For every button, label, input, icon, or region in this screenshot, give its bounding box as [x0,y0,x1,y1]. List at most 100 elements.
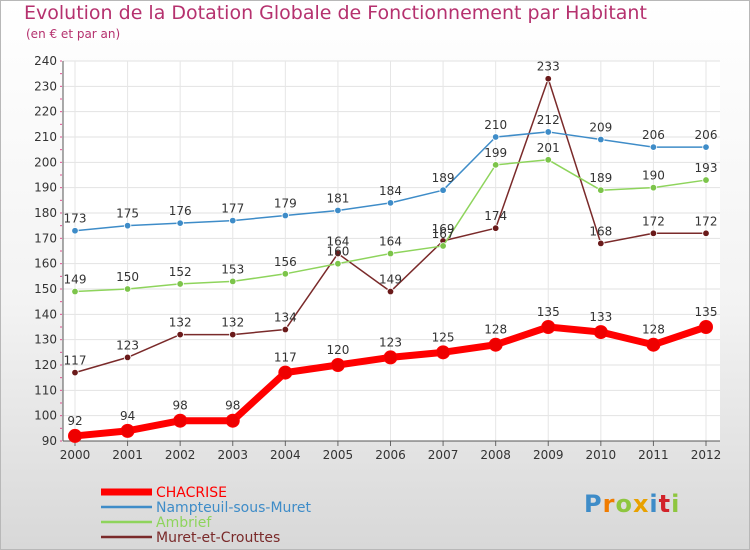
data-label: 172 [695,214,718,228]
y-tick-label: 200 [34,155,57,169]
data-point [647,338,660,351]
data-label: 179 [274,197,297,211]
logo-letter: i [671,490,680,518]
data-point [703,144,710,151]
logo-letter: r [603,490,616,518]
data-point [177,281,184,288]
data-point [545,75,552,82]
y-tick-label: 220 [34,105,57,119]
data-point [229,217,236,224]
data-point [177,220,184,227]
x-tick-label: 2000 [60,448,91,462]
y-tick-label: 160 [34,257,57,271]
data-point [492,225,499,232]
data-label: 173 [64,212,87,226]
data-point [226,414,239,427]
legend-label: Muret-et-Crouttes [156,530,280,546]
x-tick-label: 2007 [428,448,459,462]
x-tick-label: 2006 [375,448,406,462]
data-label: 174 [484,209,507,223]
data-label: 98 [225,399,240,413]
data-point [335,260,342,267]
data-label: 175 [116,207,139,221]
y-tick-label: 170 [34,231,57,245]
data-point [279,366,292,379]
x-tick-label: 2010 [586,448,617,462]
logo-letter: o [615,490,633,518]
data-label: 172 [642,214,665,228]
x-tick-label: 2002 [165,448,196,462]
data-label: 92 [67,414,82,428]
data-label: 199 [484,146,507,160]
y-tick-label: 230 [34,79,57,93]
legend-label: Ambrief [156,515,212,531]
data-label: 98 [173,399,188,413]
x-tick-label: 2005 [323,448,354,462]
data-label: 150 [116,270,139,284]
data-point [594,326,607,339]
data-label: 177 [221,202,244,216]
x-tick-label: 2008 [480,448,511,462]
data-label: 168 [589,224,612,238]
data-point [703,230,710,237]
data-point [229,331,236,338]
data-label: 176 [169,204,192,218]
data-point [124,354,131,361]
data-point [384,351,397,364]
data-point [489,338,502,351]
data-label: 94 [120,409,135,423]
y-tick-label: 180 [34,206,57,220]
data-point [700,321,713,334]
data-point [69,429,82,442]
data-label: 164 [379,235,402,249]
data-point [72,227,79,234]
data-label: 149 [379,273,402,287]
data-label: 125 [432,330,455,344]
data-point [545,129,552,136]
data-point [124,286,131,293]
data-point [598,240,605,247]
data-point [703,177,710,184]
data-point [598,136,605,143]
proxiti-logo: Proxiti [584,490,680,518]
legend-label: Nampteuil-sous-Muret [156,500,311,516]
data-point [650,144,657,151]
data-point [492,162,499,169]
data-label: 206 [695,128,718,142]
data-point [282,271,289,278]
y-tick-label: 120 [34,358,57,372]
data-point [387,288,394,295]
x-tick-label: 2012 [691,448,722,462]
data-label: 189 [432,171,455,185]
y-tick-label: 110 [34,383,57,397]
data-label: 156 [274,255,297,269]
data-point [124,222,131,229]
y-tick-label: 100 [34,409,57,423]
data-label: 132 [169,316,192,330]
data-label: 117 [64,354,87,368]
data-label: 181 [326,191,349,205]
x-tick-label: 2003 [217,448,248,462]
data-point [72,369,79,376]
y-tick-label: 150 [34,282,57,296]
y-tick-label: 140 [34,307,57,321]
data-label: 210 [484,118,507,132]
data-point [650,184,657,191]
logo-letter: i [649,490,658,518]
x-tick-label: 2011 [638,448,669,462]
data-point [387,250,394,257]
y-tick-label: 90 [42,434,57,448]
data-label: 117 [274,351,297,365]
x-tick-label: 2004 [270,448,301,462]
data-label: 128 [642,323,665,337]
data-label: 133 [589,310,612,324]
data-point [440,243,447,250]
y-tick-label: 240 [34,54,57,68]
y-tick-label: 210 [34,130,57,144]
data-label: 201 [537,141,560,155]
data-label: 120 [326,343,349,357]
data-label: 152 [169,265,192,279]
data-point [177,331,184,338]
legend: CHACRISENampteuil-sous-MuretAmbriefMuret… [101,485,311,546]
data-point [282,212,289,219]
